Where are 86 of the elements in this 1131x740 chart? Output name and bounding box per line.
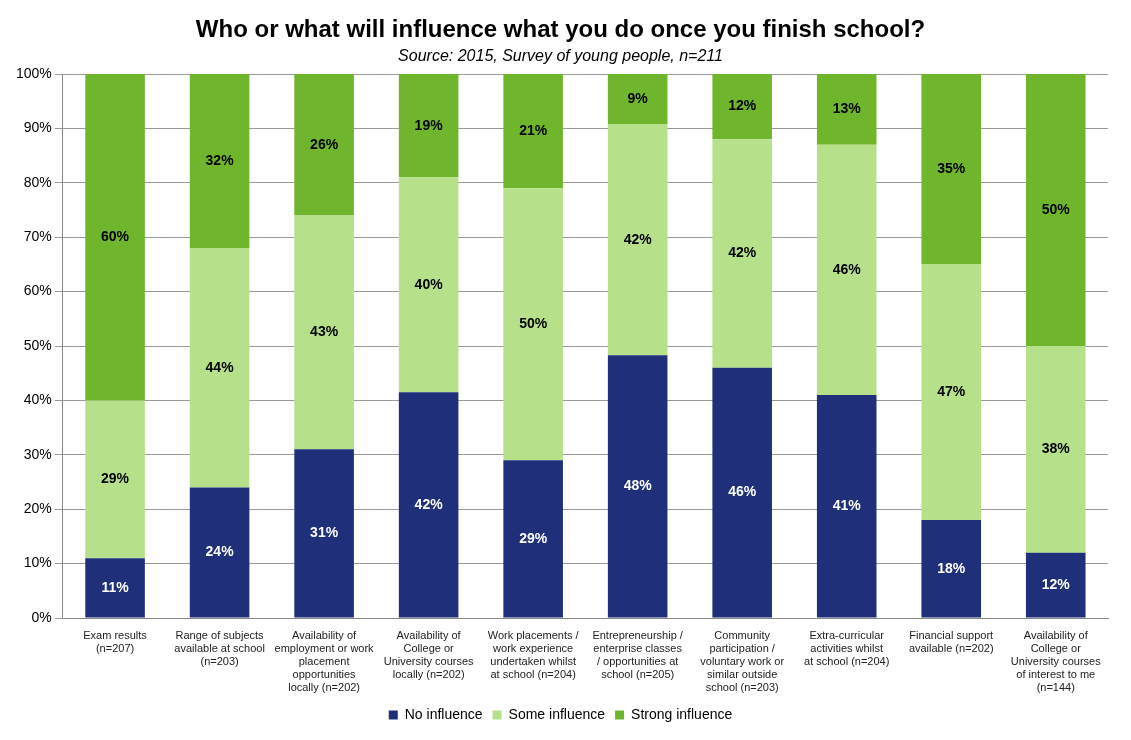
y-tick-label: 20% bbox=[23, 500, 52, 517]
bar bbox=[816, 74, 877, 145]
data-label: 41% bbox=[832, 497, 862, 514]
y-tick-label: 90% bbox=[23, 119, 52, 136]
data-label: 50% bbox=[1041, 200, 1071, 217]
y-tick-label: 50% bbox=[23, 336, 52, 353]
bar bbox=[189, 487, 250, 618]
y-tick-label: 100% bbox=[15, 64, 52, 81]
data-label: 42% bbox=[414, 495, 444, 512]
bar bbox=[503, 188, 563, 461]
data-label: 31% bbox=[310, 524, 339, 541]
x-tick-label: Availability of College or University courses of interest to me (n=144) bbox=[1010, 628, 1102, 694]
bar bbox=[1025, 74, 1086, 346]
legend-label: Some influence bbox=[508, 705, 606, 722]
bar bbox=[607, 124, 668, 356]
y-tick-label: 10% bbox=[23, 554, 52, 571]
x-tick-label: Availability of College or University courses locally (n=202) bbox=[383, 628, 475, 681]
chart-subtitle: Source: 2015, Survey of young people, n=211 bbox=[398, 46, 723, 64]
bar bbox=[189, 74, 250, 249]
data-label: 46% bbox=[832, 260, 862, 277]
bar bbox=[712, 367, 772, 618]
chart-title: Who or what will influence what you do once you finish school? bbox=[195, 15, 926, 43]
data-label: 42% bbox=[728, 244, 757, 261]
data-label: 19% bbox=[414, 116, 444, 133]
y-tick-label: 30% bbox=[23, 445, 52, 462]
bar bbox=[85, 74, 145, 401]
bar bbox=[607, 355, 668, 618]
bar bbox=[503, 74, 563, 189]
bar bbox=[921, 520, 982, 618]
data-label: 18% bbox=[937, 559, 966, 576]
bar bbox=[503, 460, 563, 618]
bar bbox=[1025, 346, 1086, 553]
bar bbox=[816, 394, 877, 618]
data-label: 42% bbox=[623, 230, 653, 247]
bar bbox=[294, 449, 354, 618]
bar bbox=[712, 139, 772, 368]
data-label: 38% bbox=[1041, 440, 1071, 457]
x-tick-label: Community participation / voluntary work or similar outside school (n=203) bbox=[700, 628, 785, 694]
y-tick-label: 40% bbox=[23, 391, 52, 408]
data-label: 21% bbox=[519, 121, 548, 138]
data-label: 13% bbox=[832, 100, 862, 117]
y-tick-label: 60% bbox=[23, 282, 52, 299]
data-label: 60% bbox=[101, 228, 130, 245]
bar bbox=[1025, 552, 1086, 618]
y-tick-label: 0% bbox=[31, 608, 52, 625]
data-label: 32% bbox=[205, 151, 235, 168]
data-label: 48% bbox=[623, 477, 653, 494]
bar bbox=[816, 144, 877, 395]
bar bbox=[85, 400, 145, 559]
data-label: 35% bbox=[937, 160, 966, 177]
bar bbox=[85, 558, 145, 618]
legend-label: No influence bbox=[404, 705, 483, 722]
bar bbox=[921, 74, 982, 265]
data-label: 11% bbox=[101, 578, 130, 595]
data-label: 47% bbox=[937, 383, 966, 400]
x-tick-label: Availability of employment or work placement opportunities locally (n=202) bbox=[274, 628, 375, 694]
bar bbox=[398, 177, 459, 393]
bar bbox=[189, 248, 250, 488]
data-label: 26% bbox=[310, 135, 339, 152]
bar bbox=[398, 392, 459, 618]
x-tick-label: Financial support available (n=202) bbox=[908, 628, 994, 654]
x-tick-label: Entrepreneurship / enterprise classes / opportunities at school (n=205) bbox=[592, 628, 684, 681]
bar bbox=[294, 215, 354, 450]
y-tick-label: 70% bbox=[23, 228, 52, 245]
data-label: 50% bbox=[519, 315, 548, 332]
data-label: 29% bbox=[519, 529, 548, 546]
bar bbox=[921, 264, 982, 521]
data-label: 24% bbox=[205, 543, 235, 560]
data-label: 40% bbox=[414, 275, 444, 292]
x-tick-label: Exam results (n=207) bbox=[83, 628, 148, 654]
data-label: 29% bbox=[101, 470, 130, 487]
x-tick-label: Range of subjects available at school (n=203) bbox=[174, 628, 265, 668]
bar bbox=[712, 74, 772, 140]
x-tick-label: Work placements / work experience undertaken whilst at school (n=204) bbox=[487, 628, 580, 681]
data-label: 12% bbox=[1041, 575, 1071, 592]
data-label: 9% bbox=[627, 90, 649, 107]
y-tick-label: 80% bbox=[23, 173, 52, 190]
bar bbox=[607, 74, 668, 125]
data-label: 44% bbox=[205, 358, 235, 375]
data-label: 12% bbox=[728, 97, 757, 114]
legend-label: Strong influence bbox=[631, 705, 733, 722]
bar bbox=[294, 74, 354, 216]
data-label: 43% bbox=[310, 323, 339, 340]
x-tick-label: Extra-curricular activities whilst at school (n=204) bbox=[804, 628, 890, 668]
data-label: 46% bbox=[728, 483, 757, 500]
bar bbox=[398, 74, 459, 178]
